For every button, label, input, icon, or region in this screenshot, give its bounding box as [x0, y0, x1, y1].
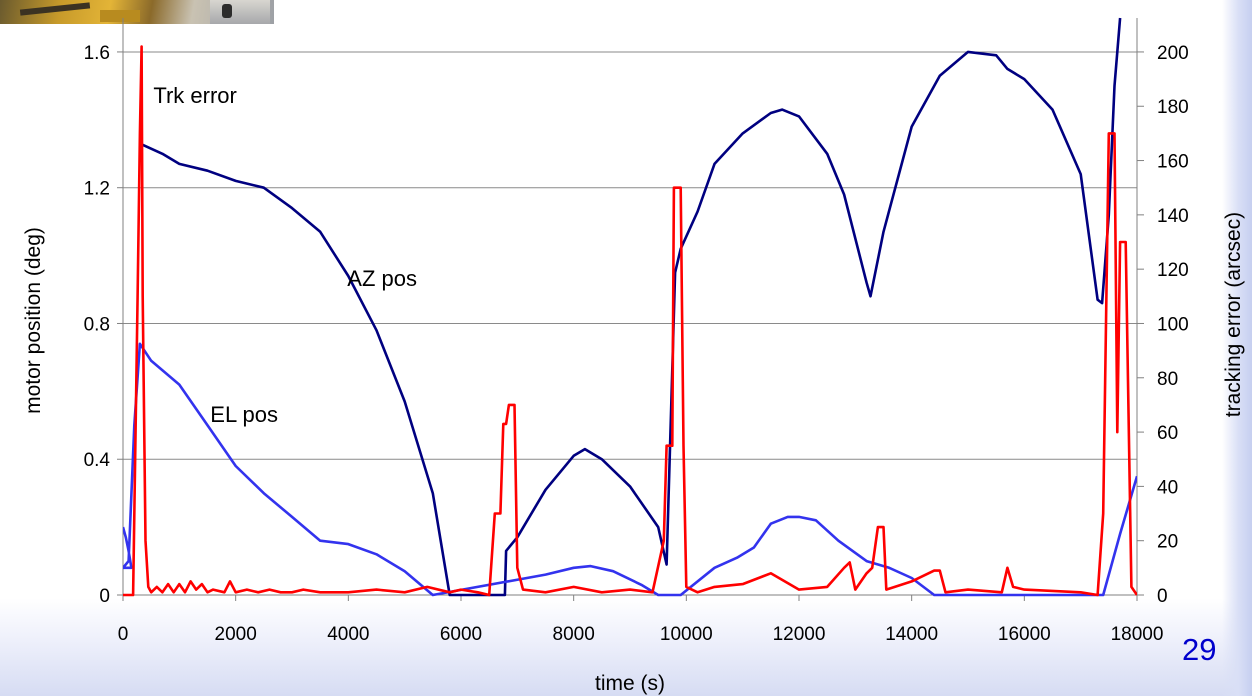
y2-tick-label: 0 [1157, 586, 1168, 607]
y-tick-label: 1.2 [84, 179, 110, 200]
y2-tick-label: 160 [1157, 152, 1189, 173]
annotation-az: AZ pos [347, 266, 417, 291]
y2-tick-label: 180 [1157, 97, 1189, 118]
y-tick-label: 0 [99, 586, 110, 607]
y2-tick-label: 40 [1157, 477, 1178, 498]
slide-side-band [1222, 0, 1252, 696]
y2-tick-label: 120 [1157, 260, 1189, 281]
x-tick-label: 2000 [215, 624, 257, 645]
series-lines [123, 17, 1137, 597]
series-el-line [123, 342, 1137, 597]
axes [117, 18, 1144, 601]
x-tick-label: 10000 [660, 624, 713, 645]
y2-tick-label: 20 [1157, 532, 1178, 553]
x-tick-label: 4000 [327, 624, 369, 645]
x-axis-title: time (s) [595, 672, 665, 695]
x-tick-label: 0 [118, 624, 129, 645]
x-tick-label: 6000 [440, 624, 482, 645]
y2-tick-label: 80 [1157, 369, 1178, 390]
y2-axis-title: tracking error (arcsec) [1222, 212, 1245, 417]
x-tick-label: 12000 [773, 624, 826, 645]
y-tick-label: 0.4 [84, 450, 111, 471]
slide-number: 29 [1182, 632, 1217, 667]
annotation-el: EL pos [210, 402, 278, 427]
series-trk-line [123, 45, 1137, 597]
y-tick-label: 0.8 [84, 314, 110, 335]
y2-tick-label: 140 [1157, 206, 1189, 227]
x-tick-label: 16000 [998, 624, 1051, 645]
y-tick-label: 1.6 [84, 43, 110, 64]
y2-tick-label: 100 [1157, 314, 1189, 335]
y2-tick-label: 200 [1157, 43, 1189, 64]
axis-labels: 0 2000 4000 6000 8000 10000 12000 14000 16000 180… [22, 43, 1245, 695]
gridlines [123, 51, 1137, 460]
x-tick-label: 18000 [1111, 624, 1164, 645]
y-axis-title: motor position (deg) [22, 227, 45, 414]
y2-tick-label: 60 [1157, 423, 1178, 444]
annotation-trk: Trk error [153, 83, 237, 108]
series-az-line [139, 17, 1122, 597]
header-photo-strip [0, 0, 274, 24]
x-tick-label: 8000 [553, 624, 595, 645]
x-tick-label: 14000 [885, 624, 938, 645]
